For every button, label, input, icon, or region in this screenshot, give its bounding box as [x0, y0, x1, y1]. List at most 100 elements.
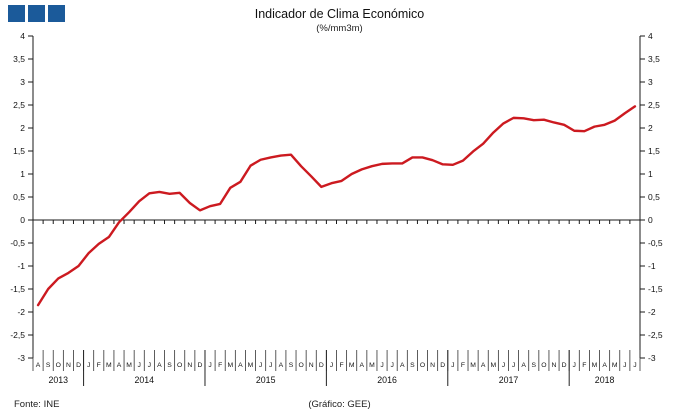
month-label: M: [349, 362, 355, 369]
month-label: M: [227, 362, 233, 369]
y-tick-label-left: -0,5: [10, 238, 25, 248]
y-tick-label-left: 0: [20, 215, 25, 225]
chart-subtitle: (%/mm3m): [316, 23, 363, 34]
month-label: M: [369, 362, 375, 369]
y-tick-label-left: -3: [17, 353, 25, 363]
month-label: N: [552, 362, 557, 369]
month-label: O: [177, 362, 182, 369]
chart-title: Indicador de Clima Económico: [254, 7, 425, 21]
month-label: M: [248, 362, 254, 369]
y-tick-label-right: -1,5: [648, 284, 663, 294]
month-label: M: [592, 362, 598, 369]
month-label: F: [218, 362, 222, 369]
y-tick-label-right: 3: [648, 77, 653, 87]
year-label: 2015: [256, 375, 276, 385]
month-label: O: [298, 362, 303, 369]
y-tick-label-left: -1: [17, 261, 25, 271]
month-label: D: [440, 362, 445, 369]
month-label: J: [269, 362, 272, 369]
month-label: D: [76, 362, 81, 369]
month-label: S: [167, 362, 172, 369]
month-label: F: [339, 362, 343, 369]
y-tick-label-left: 2,5: [13, 100, 25, 110]
month-label: A: [238, 362, 243, 369]
month-label: J: [512, 362, 515, 369]
y-tick-label-right: -2,5: [648, 330, 663, 340]
year-label: 2013: [49, 375, 69, 385]
month-label: A: [157, 362, 162, 369]
y-tick-label-right: 2: [648, 123, 653, 133]
year-label: 2014: [134, 375, 154, 385]
logo-squares: [8, 5, 65, 22]
month-label: O: [56, 362, 61, 369]
month-label: J: [390, 362, 393, 369]
month-label: J: [633, 362, 636, 369]
month-label: J: [451, 362, 454, 369]
month-label: S: [46, 362, 51, 369]
month-label: A: [36, 362, 41, 369]
month-label: F: [582, 362, 586, 369]
credit-note: (Gráfico: GEE): [308, 399, 371, 410]
y-tick-label-left: 1: [20, 169, 25, 179]
y-tick-label-right: 0,5: [648, 192, 660, 202]
year-label: 2018: [595, 375, 615, 385]
month-label: N: [430, 362, 435, 369]
y-tick-label-right: -1: [648, 261, 656, 271]
month-label: F: [461, 362, 465, 369]
y-tick-label-right: -2: [648, 307, 656, 317]
y-tick-label-left: 3: [20, 77, 25, 87]
month-label: M: [126, 362, 132, 369]
month-label: M: [612, 362, 618, 369]
month-label: A: [360, 362, 365, 369]
month-label: M: [470, 362, 476, 369]
month-label: D: [197, 362, 202, 369]
y-tick-label-left: 1,5: [13, 146, 25, 156]
year-label: 2017: [499, 375, 519, 385]
month-label: M: [490, 362, 496, 369]
month-label: F: [97, 362, 101, 369]
y-tick-label-left: 4: [20, 31, 25, 41]
month-label: N: [66, 362, 71, 369]
month-label: A: [521, 362, 526, 369]
y-tick-label-right: 2,5: [648, 100, 660, 110]
y-tick-label-right: -0,5: [648, 238, 663, 248]
month-label: S: [289, 362, 294, 369]
y-tick-label-right: 1,5: [648, 146, 660, 156]
month-label: J: [138, 362, 141, 369]
y-tick-label-left: -1,5: [10, 284, 25, 294]
month-label: M: [106, 362, 112, 369]
month-label: S: [532, 362, 537, 369]
month-label: N: [309, 362, 314, 369]
month-label: J: [330, 362, 333, 369]
logo-square: [48, 5, 65, 22]
month-label: O: [541, 362, 546, 369]
y-tick-label-left: -2: [17, 307, 25, 317]
y-tick-label-right: 0: [648, 215, 653, 225]
indicator-line: [36, 105, 637, 307]
month-label: A: [602, 362, 607, 369]
year-label: 2016: [377, 375, 397, 385]
month-label: D: [562, 362, 567, 369]
logo-square: [28, 5, 45, 22]
y-tick-label-left: 0,5: [13, 192, 25, 202]
y-tick-label-left: 2: [20, 123, 25, 133]
month-label: A: [117, 362, 122, 369]
month-label: J: [87, 362, 90, 369]
month-label: J: [573, 362, 576, 369]
month-label: A: [400, 362, 405, 369]
month-label: J: [208, 362, 211, 369]
y-tick-label-right: -3: [648, 353, 656, 363]
month-label: A: [279, 362, 284, 369]
month-label: J: [380, 362, 383, 369]
month-label: D: [319, 362, 324, 369]
month-label: J: [259, 362, 262, 369]
month-label: J: [148, 362, 151, 369]
month-label: O: [420, 362, 425, 369]
y-tick-label-left: -2,5: [10, 330, 25, 340]
source-note: Fonte: INE: [14, 399, 60, 410]
y-tick-label-right: 4: [648, 31, 653, 41]
y-tick-label-right: 3,5: [648, 54, 660, 64]
y-tick-label-left: 3,5: [13, 54, 25, 64]
